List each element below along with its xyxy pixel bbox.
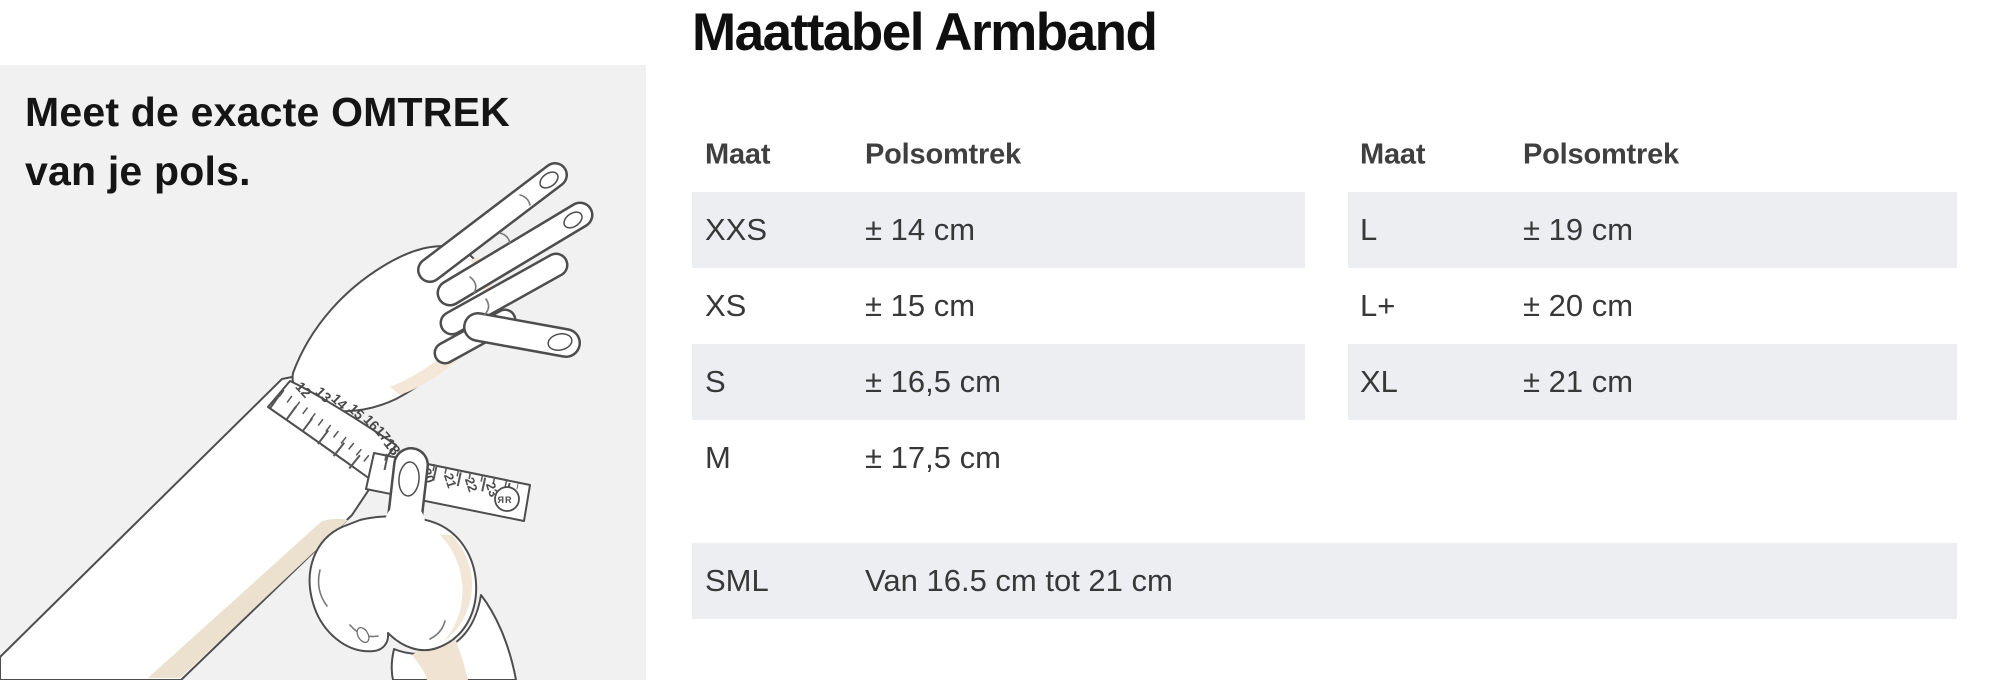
circumference-cell: ± 15 cm xyxy=(865,288,976,323)
size-table-left-header: Maat Polsomtrek xyxy=(692,132,1305,178)
table-row: M ± 17,5 cm xyxy=(692,420,1305,496)
circumference-cell: ± 14 cm xyxy=(865,212,976,247)
table-row: XL ± 21 cm xyxy=(1348,344,1957,420)
size-cell: M xyxy=(705,440,731,475)
circumference-cell: ± 19 cm xyxy=(1523,212,1634,247)
logo-letter-mirrored: R xyxy=(497,495,504,505)
instruction-caption: Meet de exacte OMTREK van je pols. xyxy=(25,83,510,201)
table-row-sml: SML Van 16.5 cm tot 21 cm xyxy=(692,543,1957,619)
circumference-cell: ± 17,5 cm xyxy=(865,440,1001,475)
size-cell: SML xyxy=(705,563,769,598)
pinching-hand-graphic xyxy=(308,447,517,680)
logo-letter: R xyxy=(505,495,512,505)
table-row: L+ ± 20 cm xyxy=(1348,268,1957,344)
table-row: XS ± 15 cm xyxy=(692,268,1305,344)
tape-number: 21 xyxy=(441,471,460,489)
tape-number: 22 xyxy=(462,475,481,493)
tape-number: 18 xyxy=(380,435,404,459)
measuring-instruction-panel: 12 13 14 15 16 17 18 19 20 21 22 23 R R xyxy=(0,65,646,680)
wrist-measuring-illustration: 12 13 14 15 16 17 18 19 20 21 22 23 R R xyxy=(0,162,594,680)
circumference-cell: ± 20 cm xyxy=(1523,288,1634,323)
table-row: XXS ± 14 cm xyxy=(692,192,1305,268)
circumference-cell: ± 21 cm xyxy=(1523,364,1634,399)
table-row: L ± 19 cm xyxy=(1348,192,1957,268)
hand-graphic xyxy=(291,162,594,442)
pinching-thumb-graphic xyxy=(385,447,429,543)
tape-brand-logo: R R xyxy=(494,486,520,512)
instruction-caption-line2: van je pols. xyxy=(25,148,251,194)
size-table-right-header: Maat Polsomtrek xyxy=(1348,132,1957,178)
thumb-graphic xyxy=(463,312,581,358)
column-header-size: Maat xyxy=(705,138,771,171)
circumference-cell: Van 16.5 cm tot 21 cm xyxy=(865,563,1173,598)
thumbnail-graphic xyxy=(398,461,420,497)
column-header-circumference: Polsomtrek xyxy=(865,138,1021,171)
circumference-cell: ± 16,5 cm xyxy=(865,364,1001,399)
size-cell: XXS xyxy=(705,212,768,247)
column-header-circumference: Polsomtrek xyxy=(1523,138,1679,171)
page-title: Maattabel Armband xyxy=(692,3,1158,62)
size-cell: L+ xyxy=(1360,288,1396,323)
size-cell: L xyxy=(1360,212,1378,247)
size-cell: XS xyxy=(705,288,747,323)
column-header-size: Maat xyxy=(1360,138,1426,171)
fingers-graphic xyxy=(417,162,594,365)
size-cell: S xyxy=(705,364,726,399)
instruction-caption-line1: Meet de exacte OMTREK xyxy=(25,89,510,135)
table-row: S ± 16,5 cm xyxy=(692,344,1305,420)
size-cell: XL xyxy=(1360,364,1398,399)
